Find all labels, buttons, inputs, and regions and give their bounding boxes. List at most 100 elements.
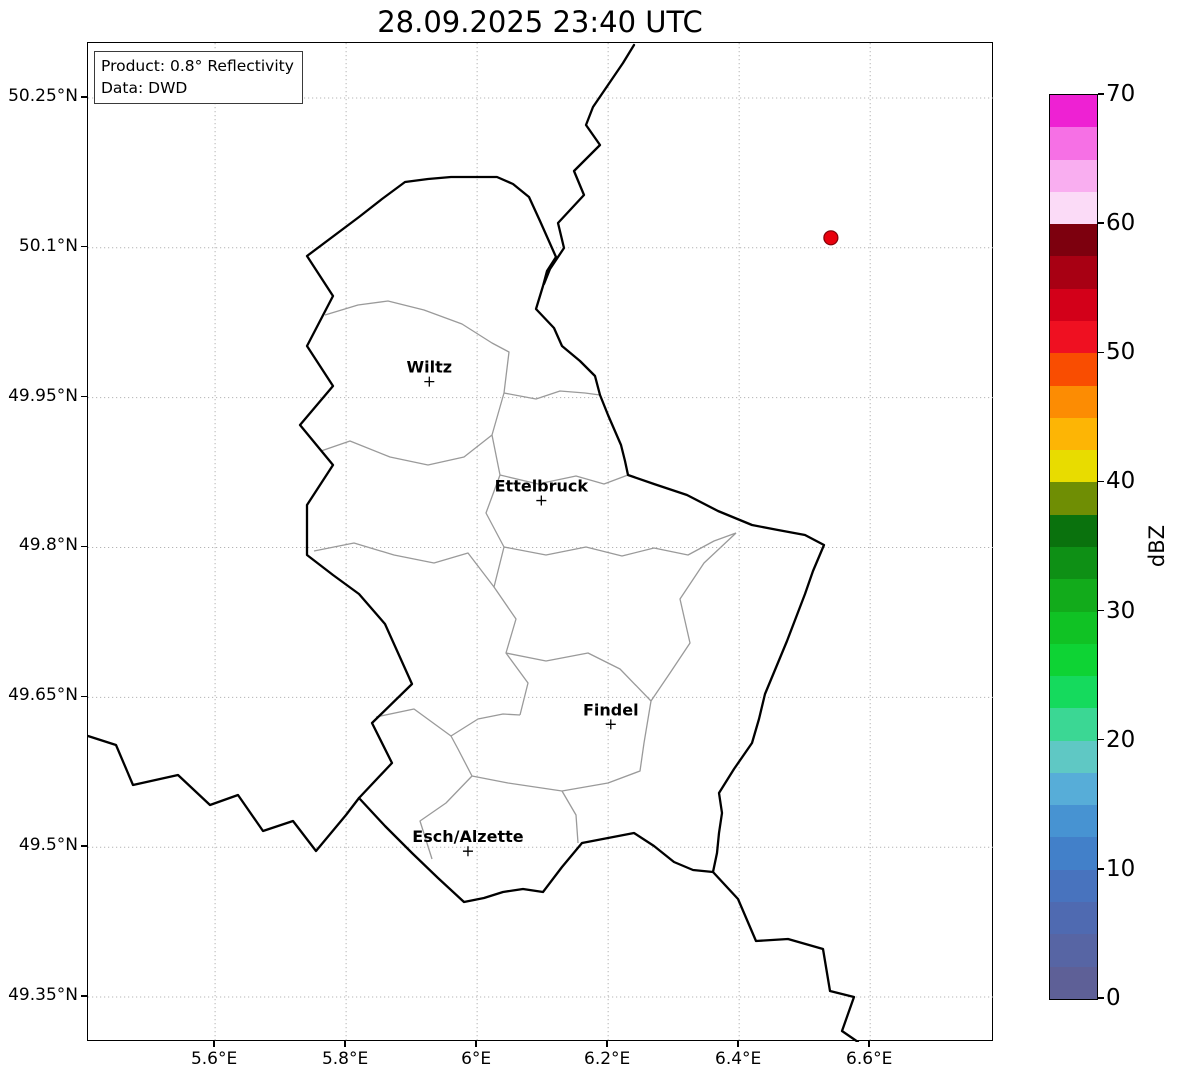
city-label: Ettelbruck	[495, 477, 589, 496]
x-tick-mark	[213, 1041, 215, 1047]
colorbar-segment	[1050, 869, 1097, 903]
district-boundary	[650, 532, 737, 702]
y-tick-mark	[81, 96, 87, 98]
x-tick-label: 6°E	[461, 1049, 492, 1069]
figure-title: 28.09.2025 23:40 UTC	[377, 5, 703, 39]
colorbar-segment	[1050, 805, 1097, 838]
radar-echo-dot	[823, 230, 839, 246]
x-tick-mark	[344, 1041, 346, 1047]
colorbar-tick-mark	[1098, 868, 1104, 870]
colorbar-segment	[1050, 676, 1097, 709]
colorbar-tick-label: 60	[1106, 210, 1136, 237]
district-boundary	[419, 775, 473, 860]
district-boundary	[375, 708, 452, 737]
colorbar-segment	[1050, 514, 1097, 547]
x-tick-label: 6.4°E	[715, 1049, 762, 1069]
colorbar-tick-mark	[1098, 93, 1104, 95]
colorbar-tick-mark	[1098, 480, 1104, 483]
district-boundary	[320, 392, 505, 466]
x-tick-label: 5.6°E	[190, 1049, 238, 1069]
colorbar-tick-mark	[1098, 609, 1104, 612]
x-tick-mark	[606, 1041, 608, 1047]
colorbar-segment	[1050, 902, 1097, 935]
y-tick-label: 49.35°N	[8, 985, 78, 1006]
france-belgium-border	[88, 734, 361, 853]
colorbar-tick-label: 50	[1106, 339, 1136, 366]
y-tick-mark	[81, 395, 87, 398]
y-tick-label: 50.25°N	[8, 85, 78, 106]
gridlines	[88, 43, 994, 1042]
legend-product-line: Product: 0.8° Reflectivity	[101, 57, 294, 75]
y-tick-label: 49.5°N	[18, 835, 78, 856]
colorbar-tick-mark	[1098, 997, 1104, 999]
colorbar-segment	[1050, 643, 1097, 677]
colorbar-tick-mark	[1098, 222, 1104, 224]
colorbar-segment	[1050, 159, 1097, 192]
colorbar-tick-label: 0	[1106, 985, 1121, 1011]
colorbar-segment	[1050, 579, 1097, 612]
colorbar-tick-label: 10	[1106, 855, 1136, 882]
colorbar-segment	[1050, 934, 1097, 967]
city-label: Findel	[583, 700, 639, 719]
colorbar-segment	[1050, 127, 1097, 160]
x-tick-mark	[868, 1041, 870, 1047]
x-tick-mark	[475, 1041, 477, 1047]
city-marker-icon	[605, 719, 616, 730]
y-tick-mark	[81, 995, 87, 997]
colorbar-segment	[1050, 385, 1097, 418]
district-boundary	[503, 532, 737, 557]
colorbar-tick-label: 40	[1106, 468, 1136, 495]
colorbar-tick-label: 30	[1106, 597, 1136, 624]
colorbar-segment	[1050, 95, 1097, 128]
y-tick-label: 49.8°N	[18, 535, 78, 556]
city-marker-icon	[462, 846, 473, 857]
city-label: Wiltz	[407, 358, 453, 377]
y-tick-label: 49.65°N	[8, 685, 78, 706]
y-tick-mark	[81, 545, 87, 548]
france-germany-border	[711, 870, 860, 1042]
city-markers: Wiltz Ettelbruck Findel Esch/Alzette	[407, 358, 639, 857]
colorbar-segment	[1050, 482, 1097, 515]
district-boundary	[313, 542, 495, 588]
city-label: Esch/Alzette	[412, 827, 524, 846]
colorbar-segment	[1050, 320, 1097, 354]
x-tick-label: 6.6°E	[846, 1049, 893, 1069]
country-borders	[88, 43, 860, 1042]
belgium-germany-border	[542, 43, 636, 286]
map-svg: Wiltz Ettelbruck Findel Esch/Alzette	[88, 43, 994, 1042]
colorbar-tick-label: 70	[1106, 81, 1136, 107]
colorbar-tick-mark	[1098, 739, 1104, 741]
y-tick-label: 50.1°N	[18, 235, 78, 256]
map-plot-area: Wiltz Ettelbruck Findel Esch/Alzette Produc…	[87, 42, 994, 1042]
colorbar-segment	[1050, 611, 1097, 644]
colorbar-gradient	[1050, 95, 1097, 999]
x-tick-mark	[737, 1041, 739, 1047]
city-marker-icon	[424, 376, 435, 387]
colorbar-segment	[1050, 256, 1097, 289]
district-boundaries	[313, 300, 737, 860]
colorbar-unit-label: dBZ	[1145, 524, 1169, 568]
colorbar-segment	[1050, 740, 1097, 773]
colorbar-segment	[1050, 353, 1097, 386]
colorbar-segment	[1050, 708, 1097, 741]
colorbar	[1049, 94, 1098, 1000]
colorbar-segment	[1050, 288, 1097, 321]
city-marker-icon	[536, 495, 547, 506]
colorbar-segment	[1050, 546, 1097, 580]
legend-data-line: Data: DWD	[101, 79, 188, 97]
colorbar-segment	[1050, 966, 1097, 999]
y-tick-label: 49.95°N	[8, 385, 78, 406]
y-tick-mark	[81, 246, 87, 248]
colorbar-segment	[1050, 417, 1097, 451]
y-tick-mark	[81, 695, 87, 698]
district-boundary	[561, 790, 579, 844]
product-legend: Product: 0.8° Reflectivity Data: DWD	[94, 51, 303, 104]
district-boundary	[503, 390, 601, 400]
district-boundary	[324, 300, 510, 394]
colorbar-segment	[1050, 837, 1097, 870]
colorbar-segment	[1050, 191, 1097, 225]
x-tick-label: 5.8°E	[321, 1049, 369, 1069]
colorbar-tick-mark	[1098, 351, 1104, 353]
colorbar-tick-label: 20	[1106, 726, 1136, 753]
